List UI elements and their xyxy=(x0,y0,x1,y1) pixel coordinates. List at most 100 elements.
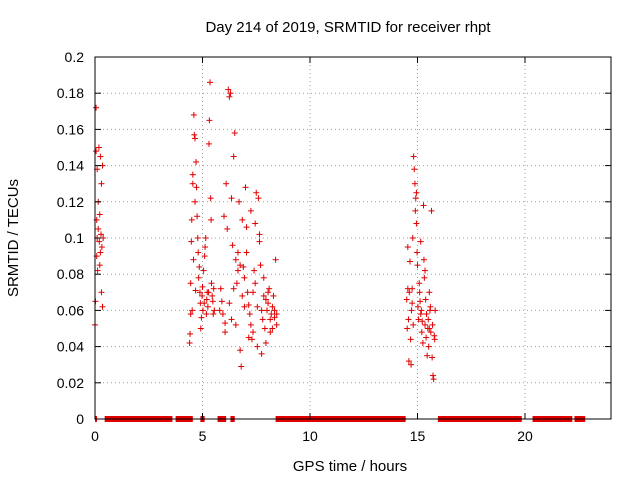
data-point xyxy=(416,280,423,287)
data-point xyxy=(217,285,224,292)
data-point xyxy=(422,321,429,328)
data-point xyxy=(262,296,269,303)
data-point xyxy=(427,303,434,310)
y-tick-label: 0.2 xyxy=(65,49,85,65)
data-point xyxy=(202,244,209,251)
data-point xyxy=(96,211,103,218)
data-point xyxy=(96,238,103,245)
data-point xyxy=(404,244,411,251)
data-point xyxy=(98,180,105,187)
data-point xyxy=(205,289,212,296)
data-point xyxy=(427,329,434,336)
data-point xyxy=(193,184,200,191)
data-point xyxy=(403,296,410,303)
data-point xyxy=(97,249,104,256)
data-point xyxy=(98,231,105,238)
x-tick-label: 20 xyxy=(517,428,533,444)
y-tick-label: 0.14 xyxy=(57,158,84,174)
data-point xyxy=(265,289,272,296)
data-point xyxy=(408,307,415,314)
data-point xyxy=(229,242,236,249)
x-tick-label: 5 xyxy=(199,428,207,444)
data-point xyxy=(209,298,216,305)
data-point xyxy=(222,320,229,327)
data-point xyxy=(238,363,245,370)
data-point xyxy=(414,303,421,310)
data-point xyxy=(254,303,261,310)
data-point xyxy=(262,339,269,346)
data-point xyxy=(239,216,246,223)
x-tick-label: 10 xyxy=(302,428,318,444)
data-point xyxy=(200,267,207,274)
data-point xyxy=(256,238,263,245)
data-point xyxy=(210,311,217,318)
data-point xyxy=(423,311,430,318)
data-point xyxy=(100,235,107,241)
data-point xyxy=(237,347,244,354)
data-point xyxy=(198,314,205,321)
data-point xyxy=(93,148,100,155)
y-tick-label: 0.18 xyxy=(57,85,84,101)
data-point xyxy=(423,334,430,341)
data-point xyxy=(195,249,202,256)
y-tick-label: 0.04 xyxy=(57,339,84,355)
data-point xyxy=(251,267,258,274)
data-point xyxy=(226,300,233,307)
data-point xyxy=(241,303,248,310)
y-tick-label: 0.06 xyxy=(57,302,84,318)
data-point xyxy=(227,90,234,97)
data-point xyxy=(245,301,252,308)
data-point xyxy=(243,224,250,231)
data-point xyxy=(268,311,275,318)
y-tick-label: 0.16 xyxy=(57,121,84,137)
data-point xyxy=(239,292,246,299)
data-point xyxy=(406,258,413,265)
data-point xyxy=(261,325,268,332)
data-point xyxy=(234,249,241,256)
data-point xyxy=(407,336,414,343)
y-tick-label: 0.1 xyxy=(65,230,85,246)
data-point xyxy=(209,292,216,299)
data-point xyxy=(267,329,274,336)
data-point xyxy=(270,292,277,299)
data-point xyxy=(232,256,239,263)
data-point xyxy=(223,180,230,187)
data-point xyxy=(431,336,438,343)
data-point xyxy=(187,330,194,337)
data-point xyxy=(266,285,273,292)
data-point xyxy=(98,289,105,296)
data-point xyxy=(406,289,413,296)
data-point xyxy=(204,303,211,310)
data-point xyxy=(221,213,227,220)
data-point xyxy=(191,131,198,138)
data-point xyxy=(199,292,206,299)
data-point xyxy=(196,289,203,296)
data-point xyxy=(419,318,426,325)
data-point xyxy=(248,336,255,343)
x-axis-ticks: 0 5 10 15 20 xyxy=(91,57,533,444)
data-point xyxy=(194,235,201,241)
data-point xyxy=(93,104,100,111)
data-point xyxy=(199,283,206,290)
data-point xyxy=(208,216,215,223)
data-point xyxy=(194,213,201,220)
data-point xyxy=(230,153,237,160)
data-point xyxy=(429,354,436,361)
data-point xyxy=(201,253,208,260)
data-point xyxy=(267,316,274,323)
data-point xyxy=(191,135,198,142)
data-point xyxy=(260,292,267,299)
data-point xyxy=(241,274,248,281)
data-point xyxy=(228,316,235,323)
data-point xyxy=(257,262,264,269)
data-point xyxy=(218,298,225,305)
chart-title: Day 214 of 2019, SRMTID for receiver rhp… xyxy=(205,19,491,36)
data-point xyxy=(260,274,267,281)
data-point xyxy=(95,225,102,232)
data-point xyxy=(404,325,411,332)
data-point xyxy=(193,158,200,165)
data-point xyxy=(189,307,196,314)
data-point xyxy=(421,274,428,281)
data-point xyxy=(416,289,423,296)
data-point xyxy=(418,307,425,314)
